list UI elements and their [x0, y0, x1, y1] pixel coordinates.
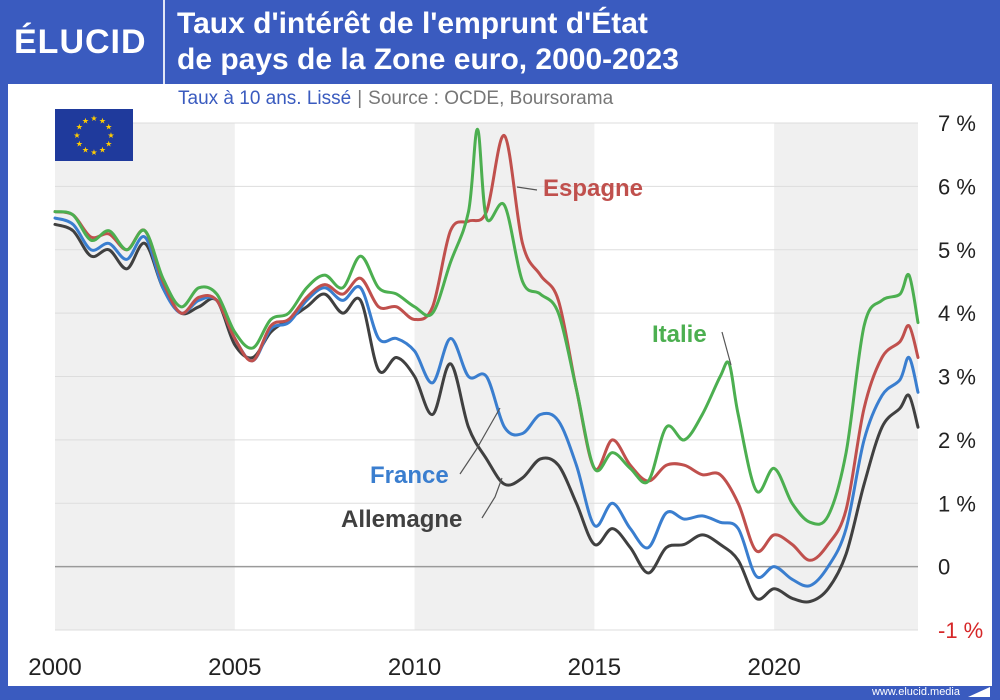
- leader-line-france: [459, 407, 501, 475]
- flag-star: ★: [99, 146, 106, 155]
- label-leaders: [459, 186, 732, 519]
- flag-star: ★: [90, 148, 97, 157]
- series-line-allemagne: [53, 222, 920, 604]
- x-tick-label: 2020: [747, 654, 800, 681]
- subtitle-source: Source : OCDE, Boursorama: [368, 88, 614, 109]
- flag-star: ★: [99, 116, 106, 125]
- y-tick-label: 3 %: [938, 365, 976, 390]
- flag-star: ★: [76, 123, 83, 132]
- y-tick-label: 0: [938, 555, 950, 580]
- series-line-italie: [53, 127, 920, 526]
- flag-star: ★: [105, 123, 112, 132]
- title-line-1: Taux d'intérêt de l'emprunt d'État: [177, 7, 648, 40]
- flag-star: ★: [107, 131, 114, 140]
- x-tick-label: 2015: [568, 654, 621, 681]
- flag-star: ★: [82, 146, 89, 155]
- y-tick-label: 7 %: [938, 111, 976, 136]
- series-label-allemagne: Allemagne: [341, 506, 462, 533]
- subtitle-description: Taux à 10 ans. Lissé: [178, 88, 352, 109]
- chart-subtitle: Taux à 10 ans. Lissé | Source : OCDE, Bour…: [178, 88, 613, 110]
- flag-star: ★: [90, 114, 97, 123]
- leader-line-allemagne: [481, 477, 503, 519]
- series-label-espagne: Espagne: [543, 175, 643, 202]
- y-tick-label: 2 %: [938, 428, 976, 453]
- header-divider: [163, 0, 165, 84]
- x-tick-label: 2005: [208, 654, 261, 681]
- eu-flag-stars: ★ ★★★★★★★★★★★: [73, 114, 114, 157]
- header: ÉLUCID Taux d'intérêt de l'emprunt d'Éta…: [0, 0, 1000, 84]
- series-label-italie: Italie: [652, 321, 707, 348]
- series-line-france: [53, 216, 920, 588]
- elucid-mark-icon: [968, 687, 990, 697]
- y-axis-ticks: 7 % 6 % 5 % 4 % 3 % 2 % 1 % 0 -1 %: [938, 111, 983, 643]
- eu-flag-icon: ★ ★ ★ ★ ★ ★ ★ ★ ★ ★ ★ ★: [55, 109, 133, 161]
- flag-star: ★: [82, 116, 89, 125]
- flag-star: ★: [73, 131, 80, 140]
- y-tick-label: 6 %: [938, 174, 976, 199]
- flag-star: ★: [105, 140, 112, 149]
- website-link[interactable]: www.elucid.media: [871, 686, 960, 698]
- series-label-france: France: [370, 462, 449, 489]
- elucid-logo[interactable]: ÉLUCID: [14, 22, 154, 62]
- y-tick-label: 4 %: [938, 301, 976, 326]
- x-axis-ticks: 2000 2005 2010 2015 2020: [28, 654, 801, 681]
- y-tick-label: 1 %: [938, 491, 976, 516]
- x-tick-label: 2000: [28, 654, 81, 681]
- series-labels: Espagne Italie France Allemagne: [341, 175, 707, 533]
- leader-line-espagne: [516, 186, 538, 191]
- logo-text: ÉLUCID: [14, 23, 147, 61]
- y-tick-label: -1 %: [938, 618, 983, 643]
- flag-star: ★: [76, 140, 83, 149]
- y-tick-label: 5 %: [938, 238, 976, 263]
- leader-line-italie: [721, 331, 732, 366]
- chart-title: Taux d'intérêt de l'emprunt d'État de pa…: [177, 6, 977, 78]
- series-lines: [53, 127, 920, 604]
- x-tick-label: 2010: [388, 654, 441, 681]
- subtitle-separator: |: [357, 88, 363, 109]
- title-line-2: de pays de la Zone euro, 2000-2023: [177, 43, 679, 76]
- series-line-espagne: [53, 134, 920, 562]
